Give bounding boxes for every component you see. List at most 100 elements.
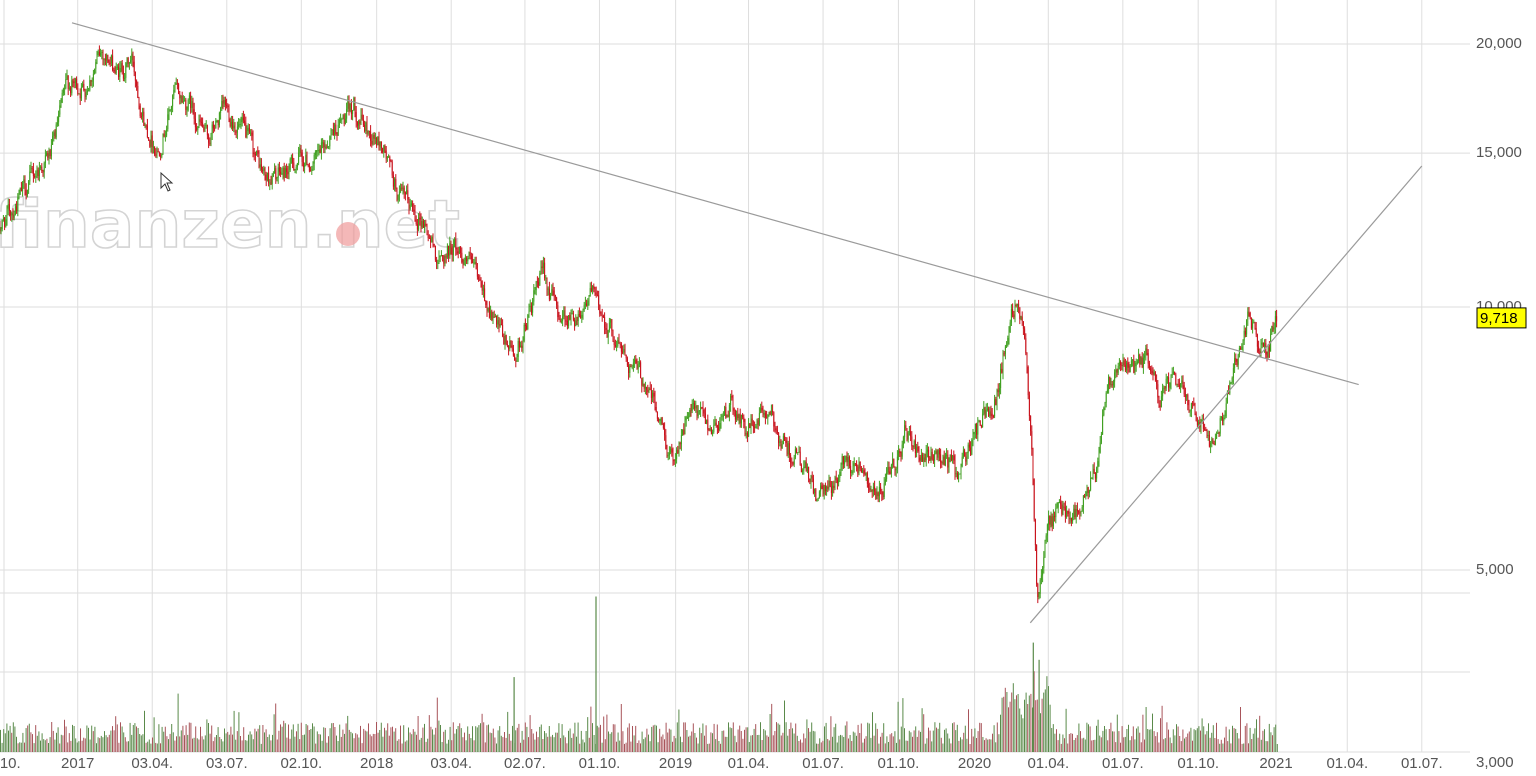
candle-body <box>467 258 469 262</box>
volume-bar <box>752 735 753 752</box>
candle-body <box>780 441 782 449</box>
candle-body <box>140 116 142 118</box>
volume-bar <box>291 729 293 752</box>
volume-bar <box>747 727 749 752</box>
volume-bar <box>656 725 657 752</box>
volume-bar <box>961 739 963 752</box>
candle-body <box>1085 491 1087 497</box>
volume-bar <box>568 730 569 752</box>
volume-bar <box>444 729 446 752</box>
candle-body <box>1 220 3 229</box>
candle-body <box>188 95 190 100</box>
candle-body <box>839 472 841 478</box>
candle-body <box>758 412 760 425</box>
volume-bar <box>201 736 203 752</box>
volume-bar <box>560 738 561 752</box>
volume-bar <box>1137 726 1139 752</box>
candle-body <box>16 206 18 211</box>
candle-body <box>883 483 885 497</box>
volume-bar <box>524 722 526 752</box>
volume-bar <box>521 730 523 752</box>
volume-bar <box>518 723 520 752</box>
volume-bar <box>708 743 710 752</box>
volume-bar <box>1267 741 1269 752</box>
volume-bar <box>120 722 121 752</box>
candle-body <box>17 197 19 211</box>
volume-bar <box>937 728 939 752</box>
candle-body <box>649 388 651 391</box>
candle-body <box>767 415 769 419</box>
candle-body <box>881 491 883 495</box>
volume-bar <box>289 738 291 752</box>
candle-body <box>0 229 2 232</box>
candle-body <box>368 130 370 132</box>
volume-bar <box>435 727 437 752</box>
candle-body <box>404 192 406 195</box>
candle-body <box>208 135 210 143</box>
candle-body <box>421 221 423 228</box>
candle-body <box>722 415 724 417</box>
candle-body <box>1175 374 1177 385</box>
volume-bar <box>966 738 968 752</box>
candle-body <box>676 449 678 460</box>
last-price-label: 9,718 <box>1476 307 1527 329</box>
candle-body <box>353 97 355 111</box>
candle-body <box>418 217 420 230</box>
candle-body <box>1177 383 1179 385</box>
volume-bar <box>358 737 360 752</box>
volume-bar <box>1070 733 1072 752</box>
volume-bar <box>1110 722 1112 752</box>
candle-body <box>1033 479 1035 520</box>
volume-bar <box>64 719 65 752</box>
volume-bar <box>635 725 637 752</box>
candle-body <box>481 281 483 291</box>
candle-body <box>289 158 291 170</box>
candle-body <box>215 120 217 129</box>
candle-body <box>827 486 829 489</box>
volume-bar <box>86 725 88 752</box>
candle-body <box>257 150 259 154</box>
volume-bar <box>169 733 171 752</box>
candle-body <box>586 303 588 306</box>
candle-body <box>286 168 288 172</box>
candle-body <box>775 428 777 431</box>
volume-bar <box>73 726 75 752</box>
volume-bar <box>1067 743 1069 752</box>
candle-body <box>457 251 459 254</box>
trendline-support[interactable] <box>1029 165 1423 624</box>
candle-body <box>102 52 104 59</box>
volume-bar <box>270 740 272 752</box>
volume-bar <box>1113 731 1115 752</box>
candle-body <box>658 418 660 421</box>
candle-body <box>877 492 879 497</box>
volume-bar <box>1268 723 1270 752</box>
volume-bar <box>824 726 825 752</box>
candle-body <box>607 330 609 338</box>
volume-bar <box>872 712 873 752</box>
volume-bar <box>246 740 248 752</box>
candle-body <box>1136 361 1138 363</box>
candle-body <box>64 88 66 90</box>
volume-bar <box>1116 714 1118 752</box>
volume-bar <box>134 723 136 752</box>
candle-body <box>893 459 895 468</box>
volume-bar <box>665 722 667 752</box>
volume-bar <box>390 727 392 752</box>
candle-body <box>769 411 771 415</box>
volume-bar <box>124 737 126 752</box>
volume-bar <box>268 734 270 752</box>
candlesticks <box>0 45 1278 604</box>
volume-bar <box>617 732 619 752</box>
candle-body <box>170 106 172 110</box>
trendline-resistance[interactable] <box>71 22 1359 386</box>
volume-bar <box>115 716 117 752</box>
candle-body <box>320 142 322 153</box>
candle-body <box>1232 367 1234 378</box>
candle-body <box>1103 407 1105 416</box>
candle-body <box>862 470 864 473</box>
candle-body <box>6 208 8 220</box>
candle-body <box>218 112 220 126</box>
candle-body <box>804 461 806 467</box>
candle-body <box>974 424 976 432</box>
